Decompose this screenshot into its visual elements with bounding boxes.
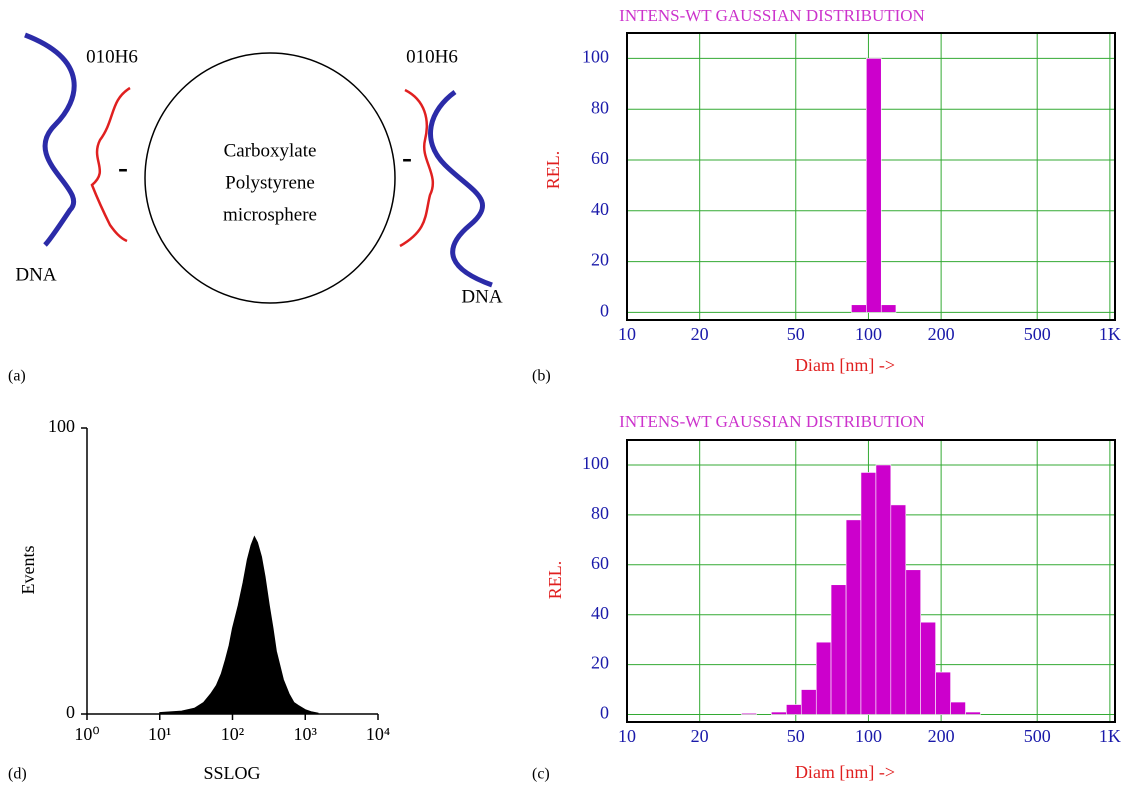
y-tick-label: 0 (66, 702, 75, 722)
x-tick-label: 500 (1024, 324, 1051, 344)
y-tick-label: 100 (582, 453, 609, 473)
bar (866, 58, 882, 313)
charge: - (402, 141, 412, 174)
bar (880, 304, 897, 313)
chart: 0 20 40 60 80 100 10 20 50 100 200 500 1K INTENS-WT G… (532, 412, 1121, 783)
x-tick-label: 1K (1099, 726, 1121, 746)
y-tick-label: 20 (591, 653, 609, 673)
x-tick-label: 10⁰ (74, 724, 99, 744)
x-tick-label: 50 (787, 324, 805, 344)
bead-label: Polystyrene (225, 172, 315, 193)
chart: 0 20 40 60 80 100 10 20 50 100 200 500 1K INTENS-WT G… (532, 6, 1121, 385)
panel-label: (b) (532, 368, 551, 385)
dna-label: DNA (461, 286, 502, 307)
y-tick-label: 40 (591, 603, 609, 623)
bar (786, 704, 802, 715)
x-axis-label: Diam [nm] -> (795, 355, 895, 375)
panel-label: (d) (8, 766, 27, 783)
bar (771, 711, 787, 715)
y-axis-label: REL. (545, 561, 565, 600)
x-tick-label: 500 (1024, 726, 1051, 746)
antibody-label: 010H6 (86, 46, 138, 67)
bar (830, 584, 847, 715)
x-tick-label: 10² (221, 724, 244, 744)
y-tick-label: 80 (591, 503, 609, 523)
bar (950, 701, 966, 715)
bead-label: microsphere (223, 204, 317, 225)
bead-label: Carboxylate (224, 140, 317, 161)
panel-label: (c) (532, 766, 550, 783)
plot-frame (626, 439, 1116, 723)
area (159, 535, 319, 715)
x-tick-label: 100 (855, 324, 882, 344)
y-tick-label: 20 (591, 250, 609, 270)
y-tick-label: 0 (600, 703, 609, 723)
chart-title: INTENS-WT GAUSSIAN DISTRIBUTION (619, 412, 925, 431)
y-tick-label: 60 (591, 148, 609, 168)
bar (875, 464, 892, 715)
bar (965, 711, 981, 715)
x-tick-label: 50 (787, 726, 805, 746)
plot-frame (626, 32, 1116, 321)
x-tick-label: 10¹ (148, 724, 171, 744)
x-tick-label: 200 (928, 726, 955, 746)
antibody-label: 010H6 (406, 46, 458, 67)
y-tick-label: 100 (582, 47, 609, 67)
chart-title: INTENS-WT GAUSSIAN DISTRIBUTION (619, 6, 925, 25)
dna-strand (24, 32, 77, 247)
bar (800, 689, 817, 715)
x-tick-label: 10 (618, 324, 636, 344)
x-tick-label: 20 (691, 324, 709, 344)
bar (905, 569, 921, 715)
bar (815, 641, 832, 715)
dna-strand (428, 89, 493, 288)
y-tick-label: 40 (591, 199, 609, 219)
bar (860, 472, 877, 715)
bar (890, 504, 907, 715)
bar (920, 621, 936, 715)
y-tick-label: 100 (48, 416, 75, 436)
y-tick-label: 80 (591, 97, 609, 117)
y-tick-label: 0 (600, 301, 609, 321)
y-tick-label: 60 (591, 553, 609, 573)
y-axis-label: REL. (543, 151, 563, 190)
antibody (399, 88, 435, 248)
diagram: 010H6 010H6 Carboxylate Polystyrene micr… (8, 32, 503, 385)
bar (851, 304, 867, 313)
x-tick-label: 200 (928, 324, 955, 344)
antibody (90, 86, 131, 243)
panel-label: (a) (8, 368, 26, 385)
x-tick-label: 10 (618, 726, 636, 746)
x-tick-label: 10⁴ (366, 724, 390, 744)
microsphere (144, 52, 396, 304)
bar (845, 519, 862, 715)
x-tick-label: 20 (691, 726, 709, 746)
charge: - (118, 151, 128, 184)
x-tick-label: 10³ (294, 724, 318, 744)
x-tick-label: 100 (855, 726, 882, 746)
x-tick-label: 1K (1099, 324, 1121, 344)
dna-label: DNA (15, 264, 56, 285)
x-axis-label: Diam [nm] -> (795, 762, 895, 782)
x-axis-label: SSLOG (203, 763, 260, 783)
bar (935, 671, 951, 715)
chart: 0 100 10⁰ 10¹ 10² 10³ 10⁴ SSLOG Events (d) (8, 416, 390, 783)
y-axis-label: Events (18, 546, 38, 595)
bar (741, 712, 757, 715)
